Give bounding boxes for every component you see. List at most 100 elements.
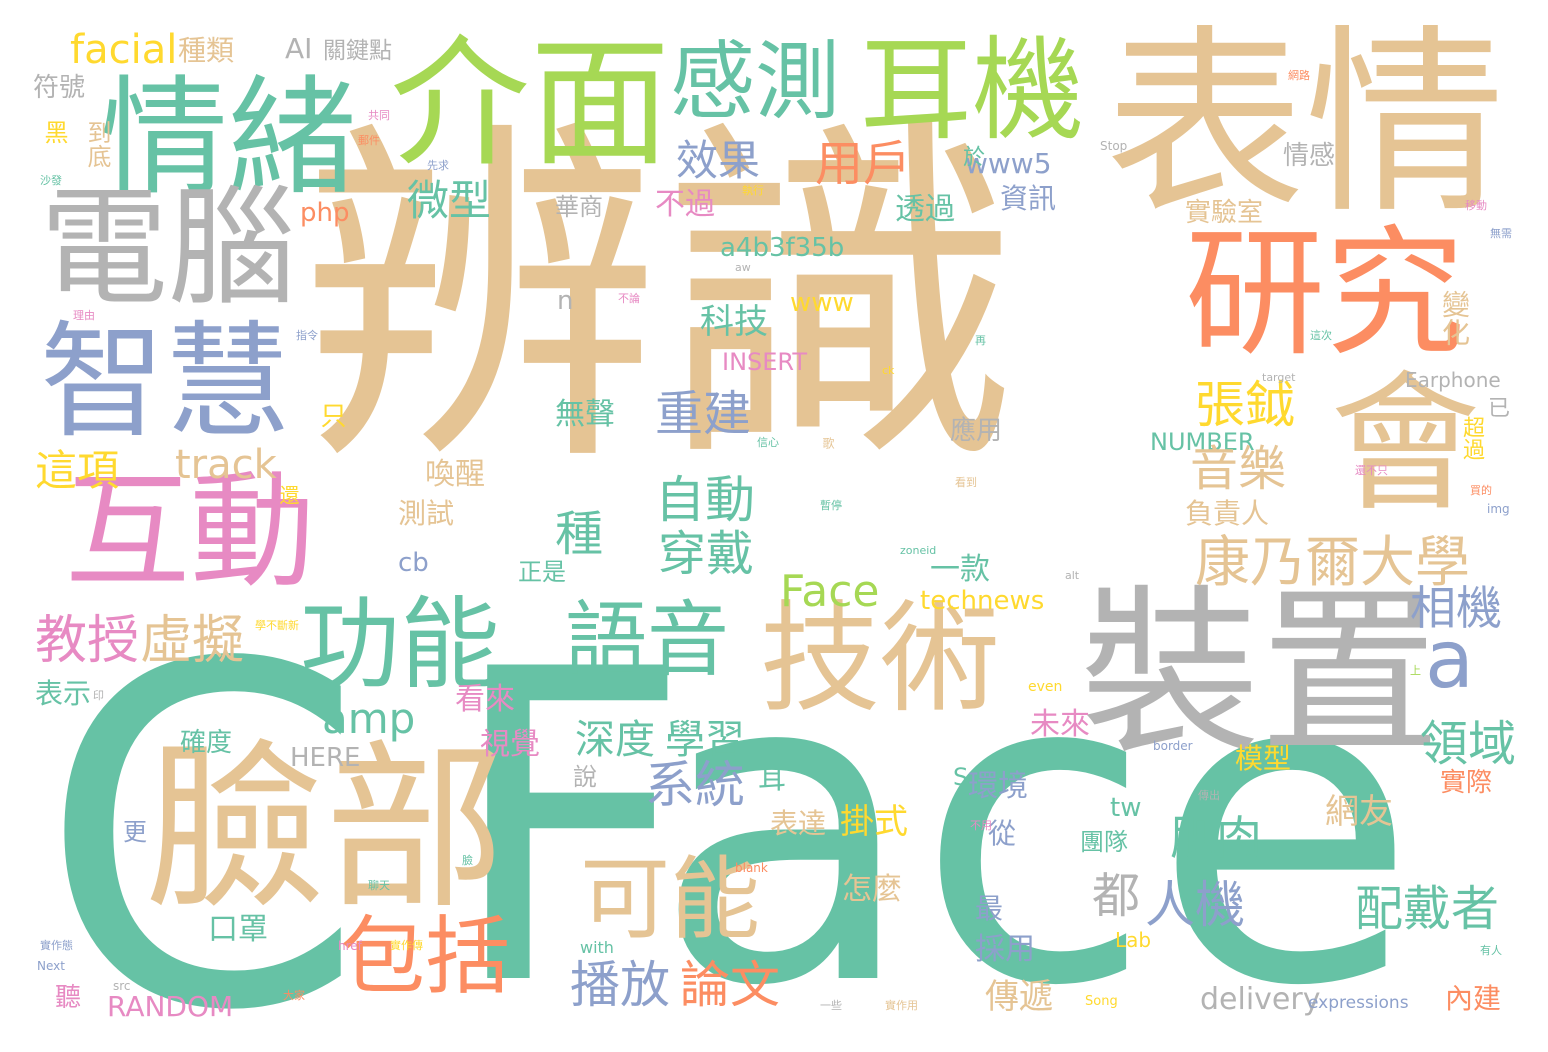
word-buguo: 不過 [655,187,715,222]
word-fuzeren: 負責人 [1185,497,1270,530]
word-peidaizhe: 配戴者 [1355,881,1500,937]
word-bianshi: 辨識 [300,90,1020,509]
word-shiji: 實際 [1440,768,1493,798]
word-youjian: 郵件 [358,134,380,147]
word-liaotian: 聊天 [368,879,390,892]
word-yanjiu: 研究 [1185,213,1466,376]
word-here: HERE [290,743,361,773]
word-xuni: 虛擬 [140,611,245,671]
word-zhong: 種 [555,506,604,562]
word-shizuochuan: 實作傳 [390,939,423,952]
word-jiemian: 介面 [390,23,671,186]
word-zhengshi: 正是 [518,558,566,586]
word-face-large: Face [445,580,1418,1052]
word-caiyong: 採用 [975,932,1035,967]
word-alt: alt [1065,569,1080,582]
word-chuandi: 傳遞 [985,977,1053,1017]
word-zhuangzhi: 裝置 [1080,570,1441,779]
word-yixie: 一些 [820,999,842,1012]
word-weixing: 微型 [407,176,492,225]
word-zui: 最 [975,892,1004,925]
word-expressions: expressions [1308,993,1409,1013]
word-dajia: 大家 [283,989,305,1002]
word-weilai: 未來 [1030,707,1090,742]
word-chaoguo: 超過 [1459,416,1484,460]
word-liyou: 理由 [73,309,95,322]
word-zhonglei: 種類 [178,34,235,67]
word-xitong: 系統 [645,756,745,814]
word-haibuzhi: 還不只 [1355,464,1388,477]
word-zanting: 暫停 [820,499,842,512]
word-keneng: 可能 [580,847,760,952]
word-zenme: 怎麼 [842,872,902,907]
word-wanglu: 網路 [1288,69,1310,82]
word-insert: INSERT [722,348,808,376]
word-neijian: 內建 [1445,982,1502,1015]
word-chuandai: 穿戴 [658,526,755,582]
word-huanxing: 喚醒 [425,457,485,492]
word-xiangji: 相機 [1410,581,1502,635]
word-bianhua: 變化 [1438,290,1471,346]
word-shizuotai: 實作態 [40,939,73,952]
word-ceshi: 測試 [398,497,455,530]
word-renji: 人機 [1145,876,1245,934]
word-yu: 於 [959,145,984,167]
word-zhangyue: 張鉞 [1195,376,1295,434]
word-aw: aw [735,261,751,274]
word-chuanchu: 傳出 [1198,789,1220,802]
word-scifi: SciFi [953,763,1007,791]
word-bulun: 不論 [618,292,640,305]
word-yonghu: 用戶 [815,136,912,192]
word-facial: facial [70,27,178,73]
word-wangyou: 網友 [1325,792,1393,832]
word-qingxu: 情緒 [100,64,357,213]
word-shuo: 說 [573,763,597,791]
word-baokuo: 包括 [340,908,511,1007]
word-number: NUMBER [1150,428,1255,456]
word-earphone: Earphone [1405,368,1501,392]
word-gance: 感測 [670,33,841,132]
word-lab: Lab [1115,928,1152,952]
word-shang: 上 [1410,664,1421,677]
word-gongtong: 共同 [368,109,390,122]
word-tuandui: 團隊 [1080,828,1128,856]
word-zheci: 這次 [1310,329,1332,342]
word-border: border [1153,739,1193,753]
word-amp: amp [322,694,416,743]
word-diannao: 電腦 [40,174,297,323]
word-src: src [113,979,131,993]
word-technews: technews [920,586,1045,616]
word-cb: cb [398,548,429,578]
word-kanlai: 看來 [455,682,515,717]
word-shijue: 視覺 [480,727,540,762]
word-yuyin: 語音 [565,593,730,688]
word-delivery: delivery [1200,982,1321,1017]
word-fuhao: 符號 [33,73,86,103]
word-jishu: 技術 [760,590,1000,729]
word-lianbu: 臉部 [145,725,506,934]
word-biaoda: 表達 [770,807,827,840]
word-zhexiang: 這項 [35,446,120,495]
word-xuebuduanxin: 學不斷新 [255,619,299,632]
word-zhi: 只 [316,402,346,428]
word-huashang: 華商 [555,193,603,221]
word-blank: blank [735,861,768,875]
word-www: www [790,288,854,318]
word-hei: 黑 [40,120,68,144]
word-song: Song [1085,994,1118,1009]
word-wusheng: 無聲 [555,397,615,432]
word-chongjian: 重建 [655,386,752,442]
word-quedu: 確度 [180,728,233,758]
word-zidong: 自動 [655,471,755,529]
word-youren: 有人 [1480,944,1502,957]
word-qinggan: 情感 [1283,141,1336,171]
word-kangnaier: 康乃爾大學 [1195,530,1471,594]
word-a: a [1425,613,1475,706]
word-random: RANDOM [107,990,234,1023]
word-stop: Stop [1100,139,1128,153]
word-yin: 印 [93,689,104,702]
word-jirou: 肌肉 [1170,811,1262,865]
word-biaoqing: 表情 [1105,8,1506,241]
word-keji: 科技 [700,302,768,342]
